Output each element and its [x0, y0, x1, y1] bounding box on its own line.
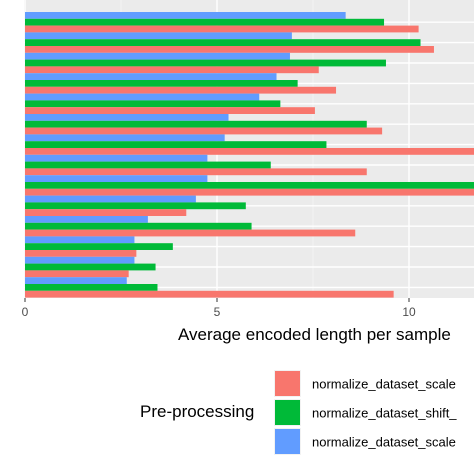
bar-shift	[25, 141, 327, 148]
bar-scale	[25, 46, 434, 53]
bar-shift	[25, 182, 474, 189]
bar-scale-alt	[25, 32, 292, 40]
x-tick-label: 5	[214, 305, 221, 319]
bar-scale-alt	[25, 195, 196, 203]
bar-scale	[25, 168, 367, 176]
bar-shift	[25, 39, 421, 46]
legend: Pre-processing normalize_dataset_scaleno…	[140, 370, 457, 455]
bar-scale-alt	[25, 73, 277, 80]
bar-shift	[25, 243, 173, 250]
bar-shift	[25, 222, 252, 230]
x-axis-title: Average encoded length per sample	[178, 325, 451, 344]
bar-scale	[25, 290, 394, 298]
bar-scale-alt	[25, 12, 346, 19]
bar-scale-alt	[25, 154, 208, 162]
bar-scale	[25, 250, 137, 257]
bar-scale-alt	[25, 134, 225, 142]
x-tick-label: 10	[402, 305, 416, 319]
bar-shift	[25, 80, 298, 87]
bar-scale-alt	[25, 114, 229, 121]
bar-scale-alt	[25, 52, 290, 60]
bar-scale	[25, 25, 419, 33]
bar-shift	[25, 263, 156, 271]
legend-key	[275, 371, 300, 396]
legend-label: normalize_dataset_scale	[312, 435, 456, 450]
bar-scale	[25, 107, 315, 114]
legend-key	[275, 429, 300, 454]
bar-scale-alt	[25, 216, 148, 223]
bar-scale	[25, 270, 129, 278]
bar-shift	[25, 120, 367, 128]
bar-scale	[25, 66, 319, 74]
bar-shift	[25, 100, 281, 108]
bar-scale-alt	[25, 175, 208, 182]
bar-shift	[25, 161, 271, 169]
bar-scale-alt	[25, 236, 135, 244]
legend-label: normalize_dataset_shift_	[312, 406, 457, 421]
bar-scale	[25, 229, 356, 237]
bar-scale	[25, 127, 383, 135]
bar-scale	[25, 86, 337, 94]
x-axis: 0 5 10	[22, 298, 416, 319]
bar-scale	[25, 188, 474, 196]
bar-shift	[25, 202, 246, 210]
legend-label: normalize_dataset_scale	[312, 377, 456, 392]
bar-shift	[25, 18, 385, 26]
bars	[25, 12, 474, 298]
bar-scale	[25, 148, 474, 155]
x-tick-label: 0	[22, 305, 29, 319]
legend-title: Pre-processing	[140, 402, 254, 421]
bar-shift	[25, 284, 158, 291]
bar-scale-alt	[25, 93, 260, 101]
bar-scale-alt	[25, 277, 127, 284]
legend-key	[275, 400, 300, 425]
bar-shift	[25, 59, 386, 67]
bar-scale	[25, 209, 187, 216]
bar-scale-alt	[25, 256, 135, 264]
